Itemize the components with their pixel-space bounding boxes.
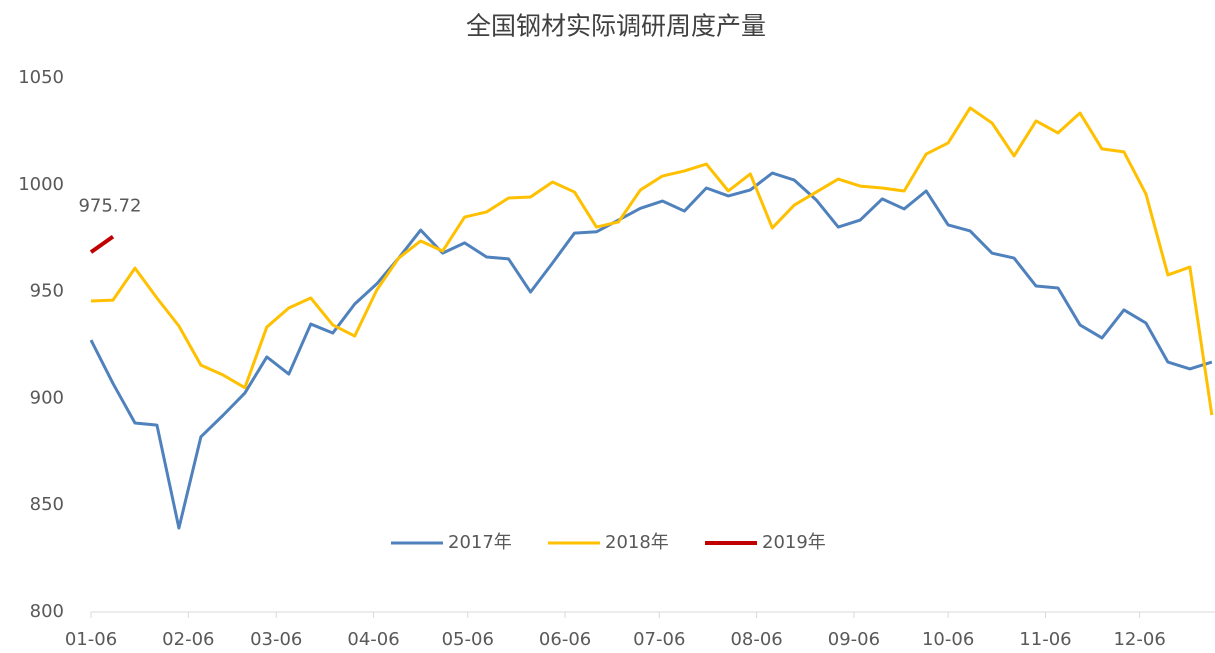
legend-label: 2017年 [448, 532, 512, 553]
y-tick-label: 1000 [18, 174, 64, 195]
x-tick-label: 12-06 [1113, 629, 1165, 650]
line-series [89, 235, 115, 254]
x-tick-label: 10-06 [922, 629, 974, 650]
chart-title: 全国钢材实际调研周度产量 [466, 12, 766, 41]
x-tick-label: 09-06 [828, 629, 880, 650]
y-tick-label: 1050 [18, 67, 64, 88]
data-label: 975.72 [78, 196, 141, 217]
y-tick-label: 950 [30, 281, 64, 302]
x-tick-label: 05-06 [442, 629, 494, 650]
y-tick-label: 900 [30, 387, 64, 408]
x-tick-label: 04-06 [347, 629, 399, 650]
x-tick-label: 06-06 [539, 629, 591, 650]
x-tick-label: 08-06 [730, 629, 782, 650]
line-series [89, 171, 1213, 530]
x-tick-label: 02-06 [162, 629, 214, 650]
x-tick-label: 07-06 [633, 629, 685, 650]
x-tick-label: 11-06 [1019, 629, 1071, 650]
x-tick-label: 03-06 [250, 629, 302, 650]
legend-label: 2019年 [762, 532, 826, 553]
x-tick-label: 01-06 [65, 629, 117, 650]
line-series [90, 106, 1214, 416]
y-tick-label: 800 [30, 601, 64, 622]
y-tick-label: 850 [30, 494, 64, 515]
legend-label: 2018年 [605, 532, 669, 553]
